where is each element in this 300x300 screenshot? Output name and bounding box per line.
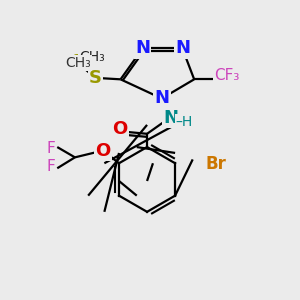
Text: Br: Br [206, 155, 227, 173]
Text: CF₃: CF₃ [214, 68, 239, 83]
Text: F: F [46, 159, 55, 174]
Text: N: N [175, 39, 190, 57]
Text: CH₃: CH₃ [79, 50, 105, 64]
Text: S: S [89, 69, 102, 87]
Text: S: S [71, 54, 81, 69]
Text: –H: –H [176, 115, 193, 129]
Text: CH₃: CH₃ [65, 56, 91, 70]
Text: N: N [163, 109, 178, 127]
Text: O: O [95, 142, 110, 160]
Text: O: O [112, 120, 127, 138]
Text: F: F [46, 141, 55, 156]
Text: N: N [135, 39, 150, 57]
Text: N: N [154, 89, 169, 107]
